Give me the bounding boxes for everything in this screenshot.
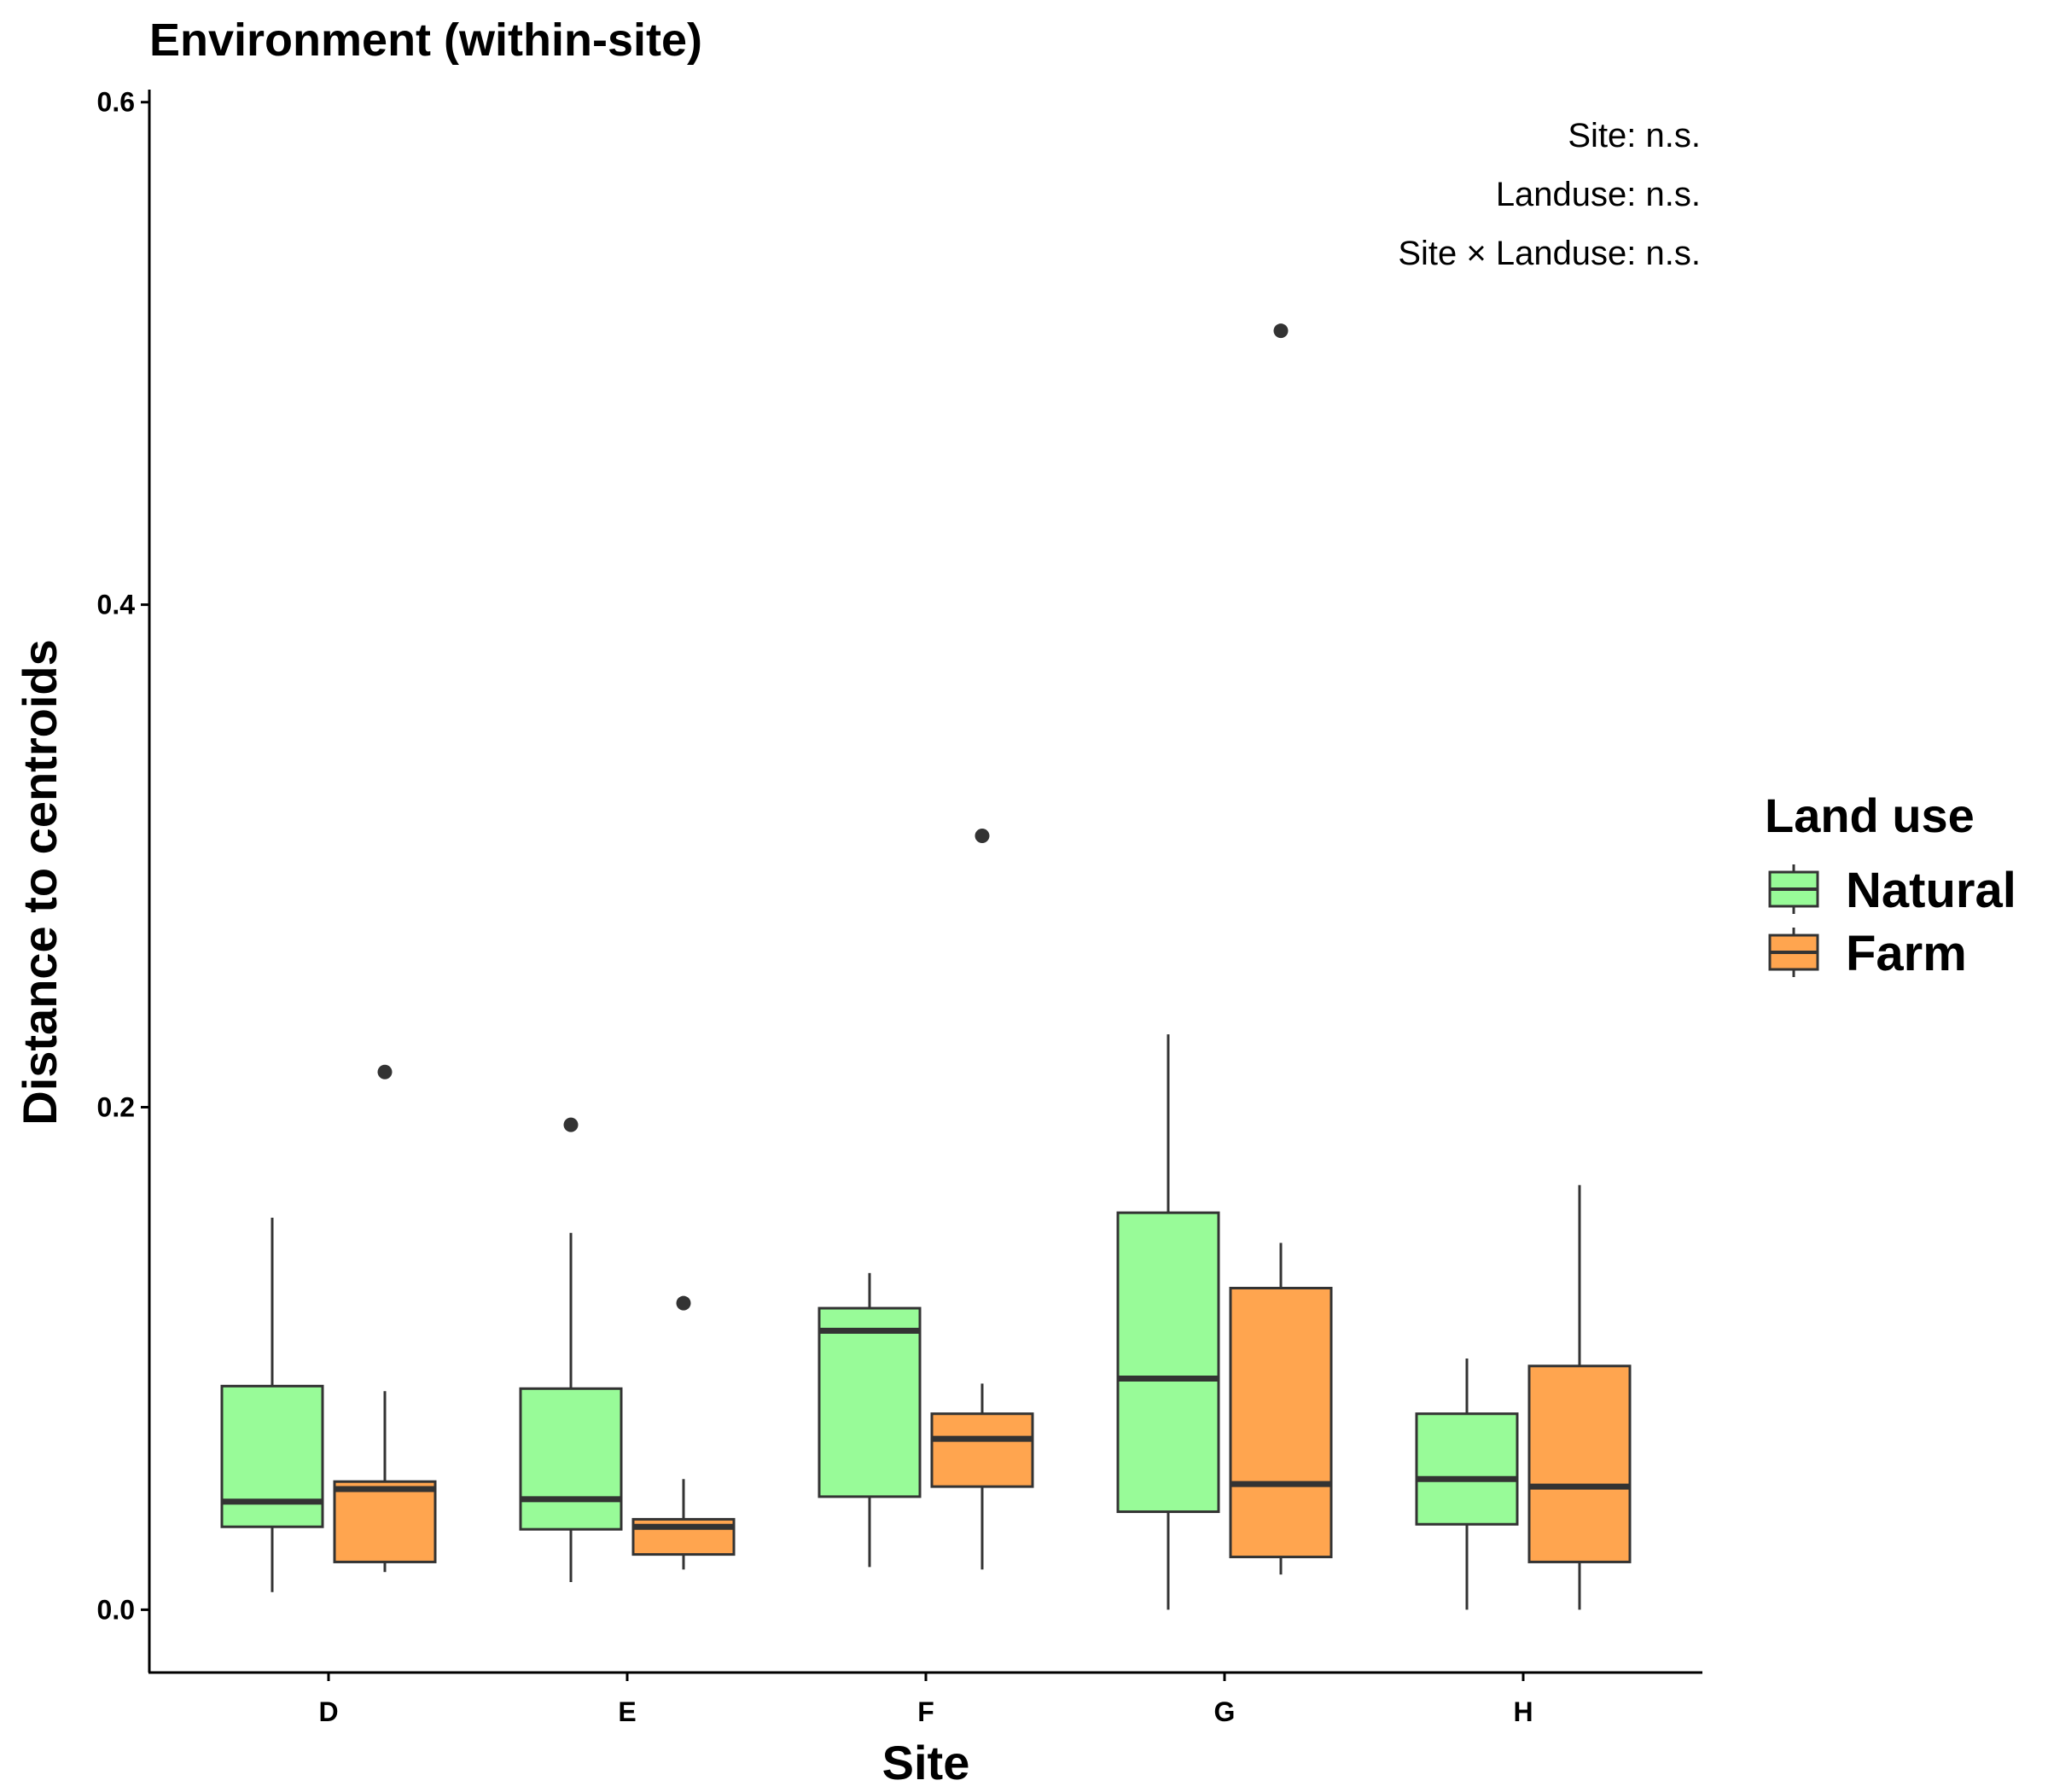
box-iqr [519, 1387, 623, 1531]
annotation-text: Site × Landuse: n.s. [1398, 235, 1701, 272]
box-natural-f [817, 1272, 922, 1568]
box-iqr [333, 1480, 437, 1563]
box-natural-h [1415, 1358, 1519, 1610]
box-farm-g [1229, 323, 1333, 1575]
box-iqr [1527, 1364, 1632, 1563]
box-farm-h [1527, 1184, 1632, 1610]
chart-title: Environment (within-site) [149, 15, 702, 66]
series-natural [220, 1034, 1519, 1610]
x-axis-ticks: D E F G H [318, 1673, 1533, 1727]
significance-annotations: Site: n.s. Landuse: n.s. Site × Landuse: n… [1398, 117, 1701, 272]
x-tick-label: G [1214, 1696, 1236, 1727]
outlier-point [563, 1117, 579, 1132]
y-axis-ticks: 0.0 0.2 0.4 0.6 [97, 87, 149, 1625]
x-tick-label: E [618, 1696, 636, 1727]
box-iqr [1229, 1287, 1333, 1559]
outlier-point [377, 1064, 393, 1079]
y-tick-label: 0.2 [97, 1092, 135, 1123]
plot-area [220, 323, 1632, 1610]
outlier-point [676, 1295, 691, 1311]
x-tick-label: D [318, 1696, 338, 1727]
x-tick-label: F [917, 1696, 934, 1727]
box-iqr [220, 1384, 324, 1528]
legend-key-farm [1768, 928, 1819, 977]
box-farm-f [930, 829, 1034, 1570]
x-axis-title: Site [882, 1736, 970, 1789]
outlier-point [975, 829, 990, 843]
legend-label-natural: Natural [1846, 863, 2016, 918]
box-natural-d [220, 1218, 324, 1592]
x-tick-label: H [1513, 1696, 1533, 1727]
y-axis-title: Distance to centroids [13, 639, 67, 1125]
legend: Land use Natural Farm [1765, 788, 2016, 981]
y-tick-label: 0.6 [97, 87, 135, 118]
box-natural-g [1116, 1034, 1220, 1610]
box-iqr [1116, 1211, 1220, 1514]
series-farm [333, 323, 1632, 1610]
legend-label-farm: Farm [1846, 926, 1967, 981]
y-tick-label: 0.0 [97, 1594, 135, 1625]
legend-title: Land use [1765, 788, 1975, 842]
box-farm-e [631, 1295, 736, 1570]
y-tick-label: 0.4 [97, 590, 136, 620]
legend-key-natural [1768, 864, 1819, 914]
box-natural-e [519, 1117, 623, 1582]
annotation-text: Landuse: n.s. [1496, 176, 1701, 213]
box-iqr [930, 1412, 1034, 1488]
outlier-point [1273, 323, 1289, 339]
box-farm-d [333, 1064, 437, 1573]
box-iqr [817, 1306, 922, 1498]
box-iqr [1415, 1412, 1519, 1526]
annotation-text: Site: n.s. [1568, 117, 1701, 154]
